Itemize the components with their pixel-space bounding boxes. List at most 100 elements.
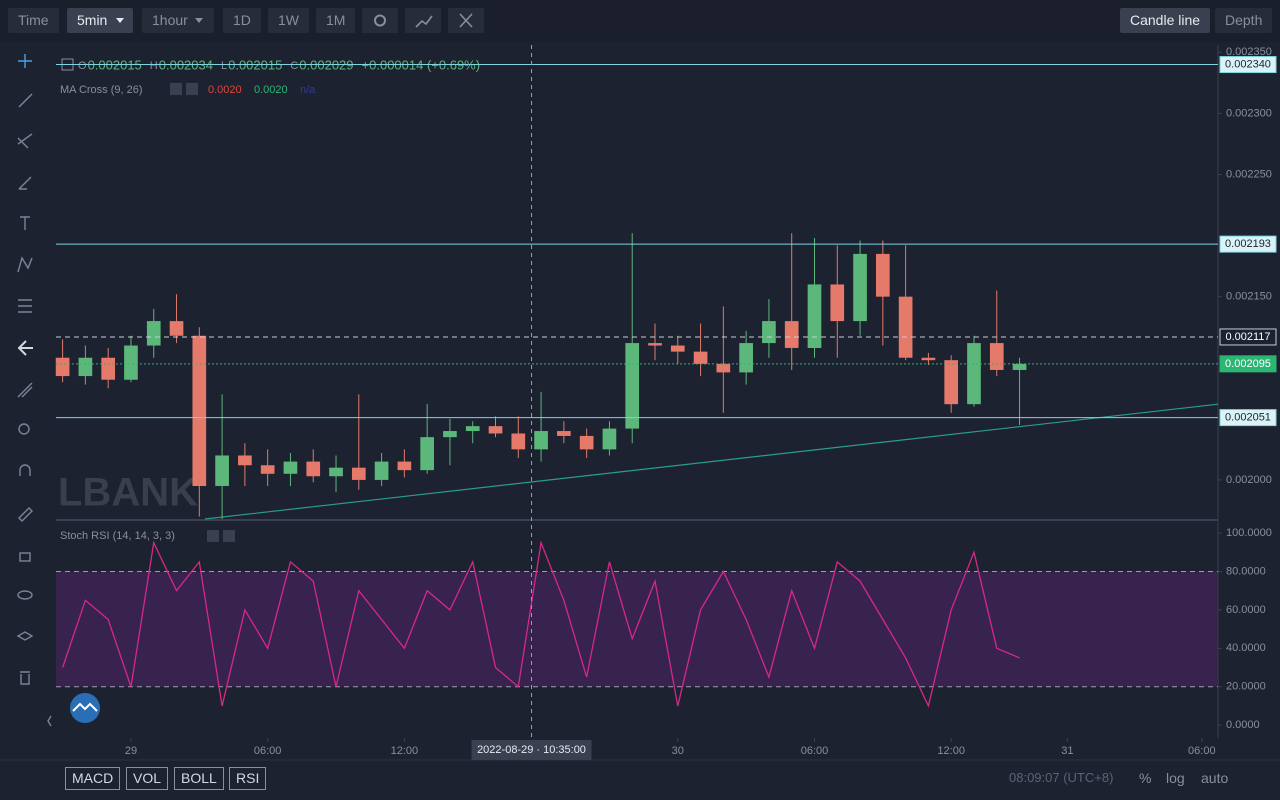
zoom-tool[interactable] (18, 423, 30, 435)
crosshair-label: 2022-08-29 · 10:35:00 (477, 744, 586, 756)
indicator-button[interactable]: BOLL (174, 767, 224, 790)
candle-body (283, 461, 298, 474)
interval-button[interactable]: 1hour (142, 8, 214, 33)
x-tick-label: 29 (125, 745, 137, 757)
scale-option[interactable]: % (1139, 770, 1152, 786)
text-tool[interactable] (20, 216, 30, 230)
candle-body (351, 467, 366, 480)
x-tick-label: 30 (672, 745, 684, 757)
interval-button[interactable]: 1M (316, 8, 356, 33)
candle-body (602, 428, 617, 450)
legend-key: H (150, 60, 158, 72)
view-button[interactable]: Depth (1215, 8, 1273, 33)
indicators-button[interactable] (405, 8, 441, 33)
drawing-toolbar (16, 54, 52, 727)
candle-body (329, 467, 343, 477)
candle-body (465, 426, 480, 432)
scale-option[interactable]: auto (1201, 770, 1229, 786)
channel-tool[interactable] (17, 133, 33, 149)
indicator-button[interactable]: VOL (126, 767, 169, 790)
indicator-button[interactable]: RSI (229, 767, 267, 790)
candle-body (693, 351, 708, 364)
candle-body (625, 343, 640, 429)
candle-body (670, 345, 685, 352)
candle-body (648, 343, 662, 346)
crosshair-tool[interactable] (18, 54, 32, 68)
candle-body (534, 431, 548, 450)
rsi-band (56, 571, 1218, 687)
x-tick-label: 31 (1061, 745, 1073, 757)
interval-button[interactable]: 1D (223, 8, 261, 33)
layers-tool[interactable] (16, 631, 34, 641)
candle-body (1012, 363, 1027, 370)
candle-body (374, 461, 389, 480)
legend-key: L (221, 60, 227, 72)
candle-body (443, 431, 457, 438)
x-tick-label: 12:00 (937, 745, 965, 757)
watermark: LBANK (58, 471, 198, 515)
rsi-title: Stoch RSI (14, 14, 3, 3) (60, 530, 175, 542)
candle-body (784, 321, 799, 348)
candle-body (306, 461, 321, 477)
candle-body (238, 455, 252, 466)
candle-body (830, 284, 845, 322)
settings-button[interactable] (362, 8, 398, 33)
x-tick-label: 06:00 (801, 745, 829, 757)
measure-tool[interactable] (17, 382, 33, 398)
pattern-tool[interactable] (17, 256, 33, 273)
lock-tool[interactable] (19, 552, 31, 562)
y-tick-label: 0.002300 (1226, 107, 1272, 119)
scale-option[interactable]: log (1166, 770, 1185, 786)
toolbar-icons (116, 8, 484, 33)
rsi-close[interactable] (223, 530, 235, 542)
y-tick-label: 80.0000 (1226, 565, 1266, 577)
indicator-close[interactable] (186, 83, 198, 95)
magnet-tool[interactable] (19, 464, 31, 476)
trendline (204, 403, 1219, 520)
candle-body (762, 321, 776, 344)
candle-body (739, 343, 753, 373)
candle-body (78, 357, 93, 377)
delete-tool[interactable] (20, 671, 30, 685)
interval-button[interactable]: 5min (67, 8, 134, 33)
visibility-tool[interactable] (17, 590, 33, 600)
candle-body (898, 296, 913, 358)
interval-button[interactable]: Time (8, 8, 59, 33)
rsi-settings[interactable] (207, 530, 219, 542)
candle-body (967, 343, 981, 405)
candle-body (511, 433, 526, 450)
settings-icon (374, 14, 386, 27)
candle-body (579, 435, 594, 450)
x-tick-label: 06:00 (254, 745, 282, 757)
view-button[interactable]: Candle line (1120, 8, 1211, 33)
collapse-tool[interactable] (47, 715, 52, 727)
pitchfork-tool[interactable] (18, 176, 32, 190)
fib-tool[interactable] (18, 299, 32, 313)
candle-body (55, 357, 70, 377)
back-tool[interactable] (17, 340, 33, 356)
candle-body (101, 357, 116, 380)
line-tool[interactable] (18, 93, 33, 108)
indicator-button[interactable]: MACD (65, 767, 121, 790)
price-label-box (1219, 355, 1277, 373)
candle-body (192, 335, 207, 487)
logo-mark (72, 702, 98, 712)
x-tick-label: 12:00 (391, 745, 419, 757)
y-tick-label: 20.0000 (1226, 681, 1266, 693)
candle-body (146, 321, 161, 346)
candle-body (397, 461, 412, 471)
candle-body (420, 437, 434, 471)
y-tick-label: 100.0000 (1226, 527, 1272, 539)
brush-tool[interactable] (18, 507, 33, 522)
interval-button[interactable]: 1W (268, 8, 309, 33)
candle-body (944, 360, 959, 405)
price-label: 0.002051 (1225, 412, 1271, 424)
indicator-settings[interactable] (170, 83, 182, 95)
ma-slow-value: 0.0020 (254, 84, 288, 96)
dropdown-caret (195, 18, 203, 23)
candle-body (876, 253, 890, 297)
candle-body (989, 343, 1004, 370)
clock: 08:09:07 (UTC+8) (1009, 770, 1114, 785)
dropdown-caret (116, 18, 124, 23)
